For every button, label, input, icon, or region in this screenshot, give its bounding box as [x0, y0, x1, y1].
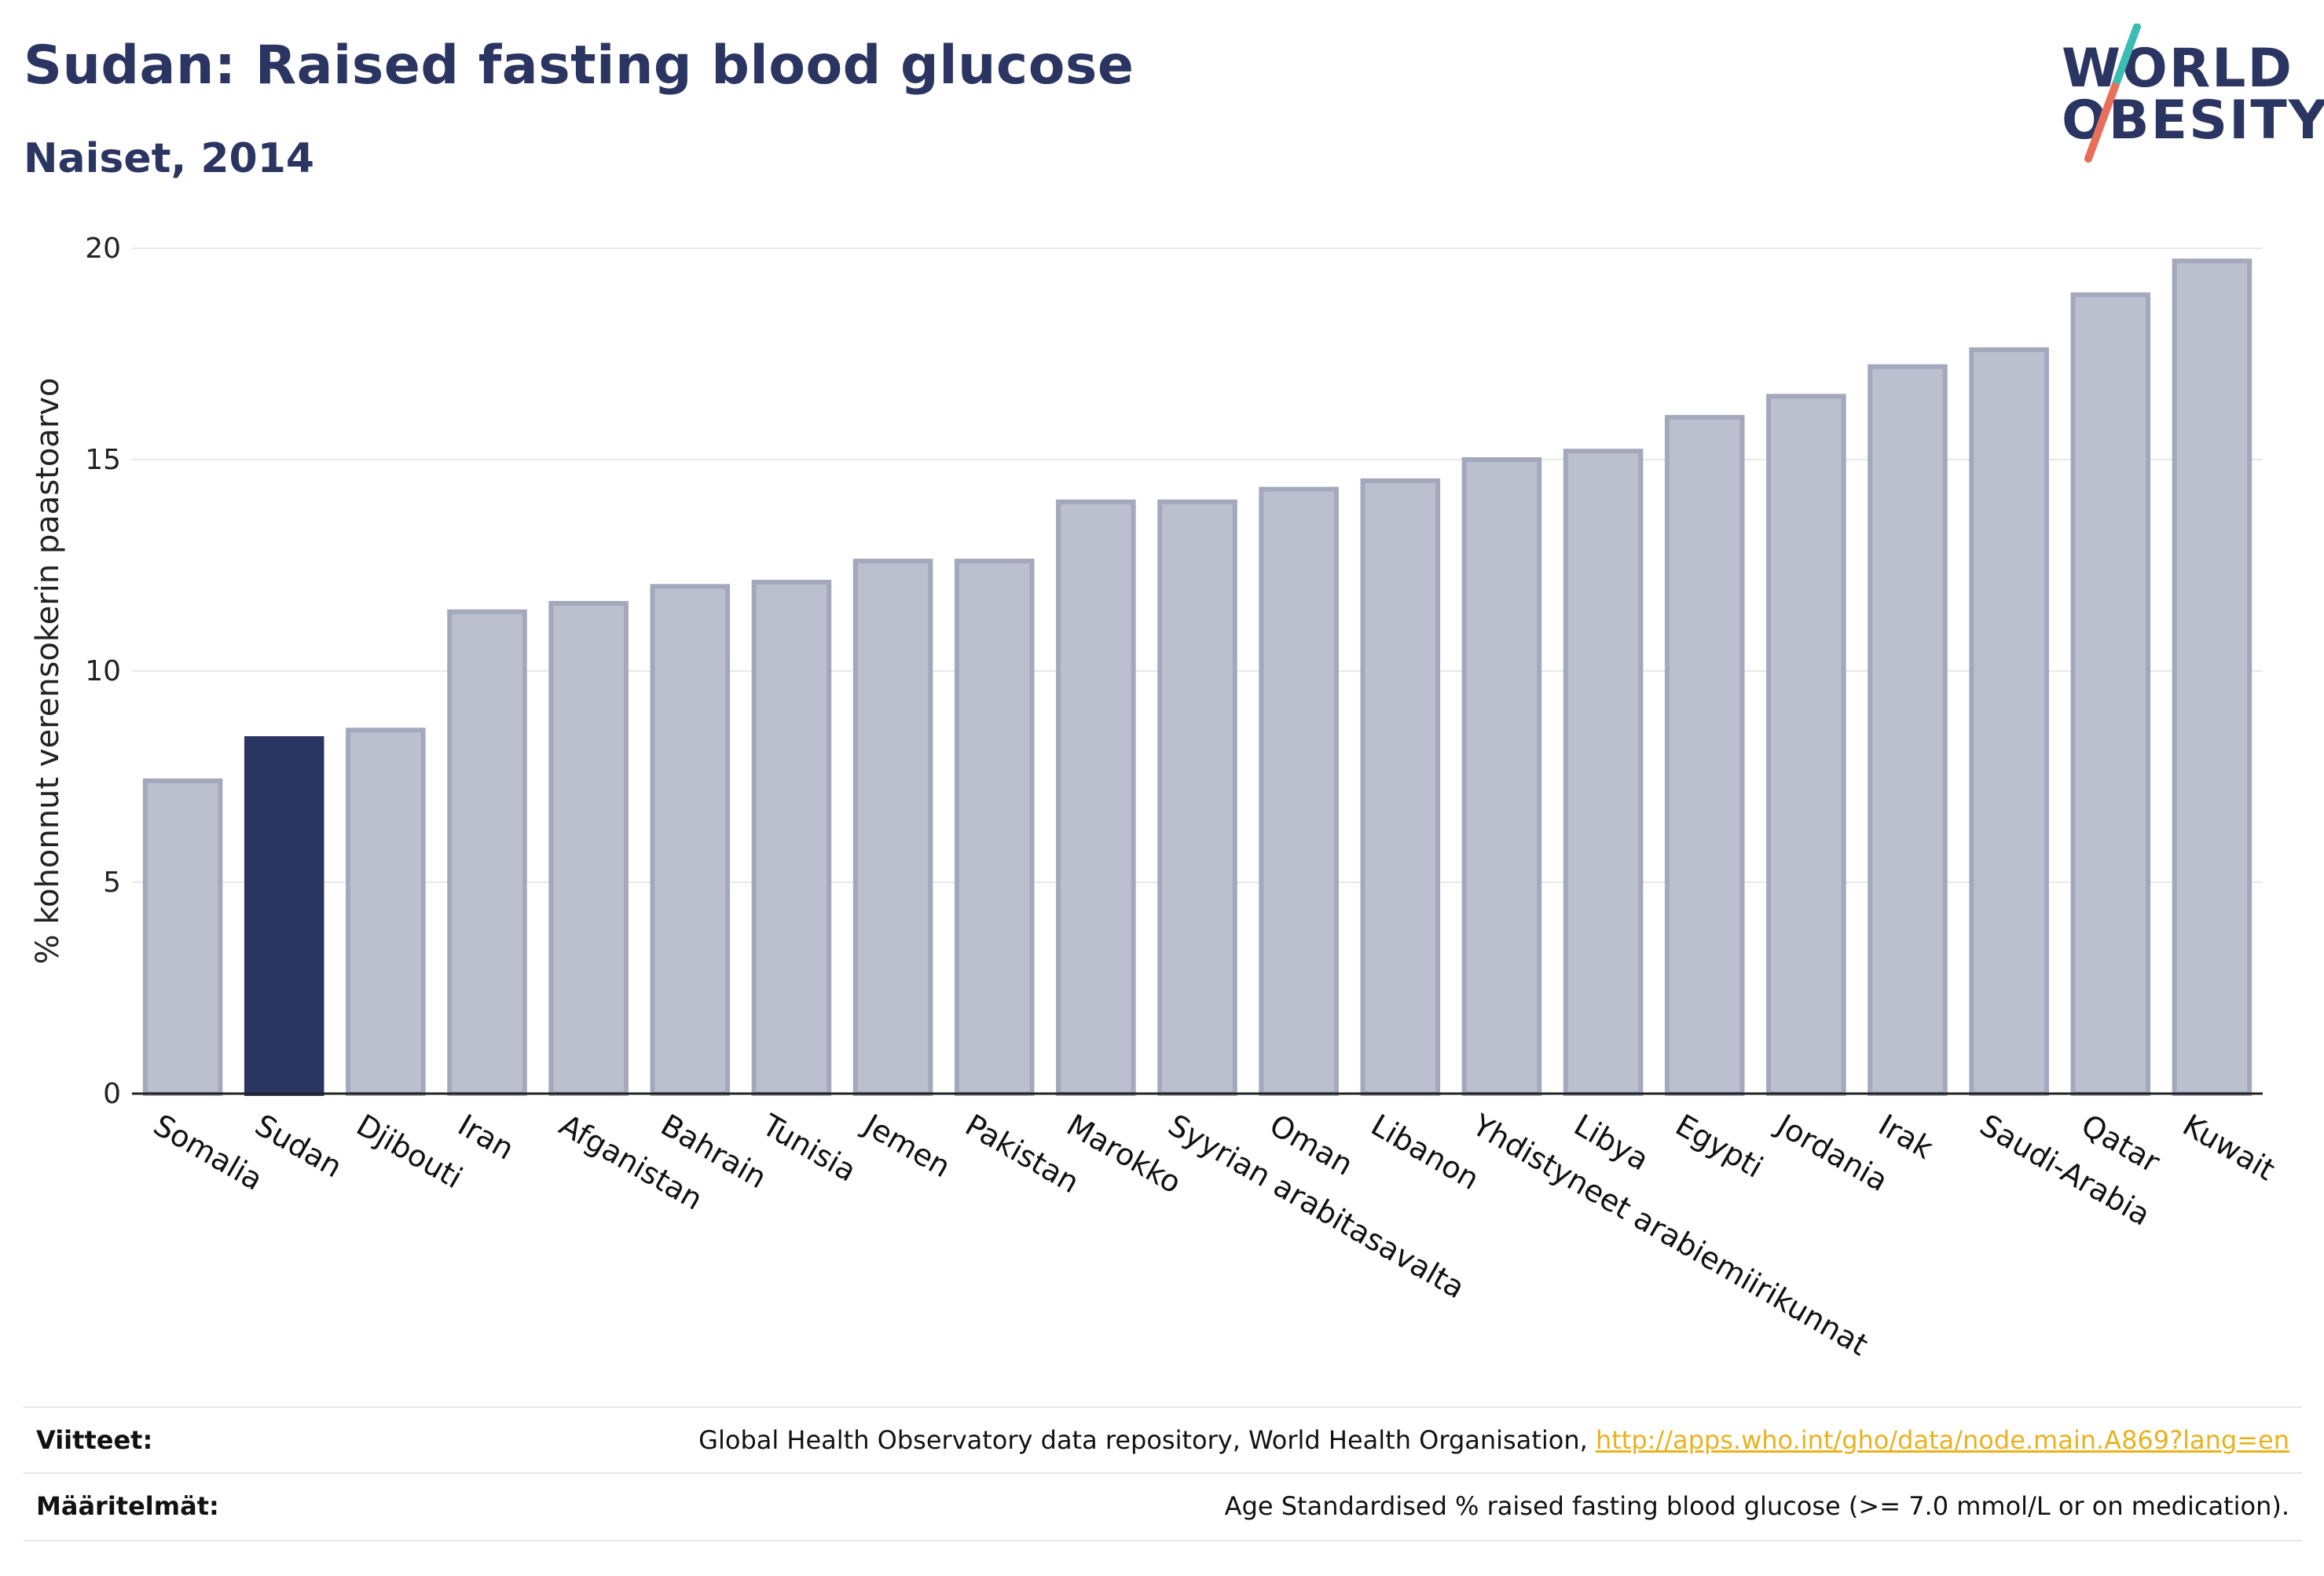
bar-kuwait: [2172, 258, 2253, 1096]
bar-sudan: [244, 736, 324, 1097]
x-tick-label: Tunisia: [756, 1107, 862, 1189]
x-tick-label: Libanon: [1365, 1108, 1485, 1197]
bar-saudi-arabia: [1969, 347, 2049, 1096]
y-axis-title: % kohonnut verensokerin paastoarvo: [30, 378, 66, 965]
footer-sources-row: Viitteet: Global Health Observatory data…: [24, 1406, 2302, 1472]
y-tick-label: 15: [85, 444, 121, 476]
logo-line1: WORLD: [2062, 38, 2293, 100]
bar-libanon: [1360, 478, 1441, 1096]
bar-jordania: [1766, 394, 1846, 1096]
x-tick-label: Egypti: [1670, 1108, 1769, 1185]
bar-egypti: [1664, 415, 1745, 1096]
bars: [142, 258, 2253, 1097]
sources-value: Global Health Observatory data repositor…: [698, 1425, 2289, 1455]
bar-syyrian-arabitasavalta: [1157, 499, 1237, 1096]
bar-qatar: [2070, 292, 2151, 1096]
bar-yhdistyneet-arabiemiirikunnat: [1461, 457, 1542, 1096]
y-tick-label: 10: [85, 655, 121, 687]
logo-slash-icon: [2084, 24, 2141, 163]
bar-libya: [1563, 449, 1644, 1096]
bar-iran: [447, 609, 527, 1096]
bar-bahrain: [650, 584, 731, 1096]
y-tick-labels: 0 5 10 15 20: [85, 233, 121, 1110]
x-tick-label: Djibouti: [350, 1108, 468, 1196]
y-tick-label: 20: [85, 233, 121, 265]
bar-somalia: [142, 778, 223, 1096]
x-tick-label: Jordania: [1770, 1107, 1894, 1198]
y-tick-label: 5: [103, 867, 121, 899]
x-tick-label: Kuwait: [2177, 1108, 2281, 1188]
sources-text: Global Health Observatory data repositor…: [698, 1425, 1596, 1455]
bar-irak: [1868, 364, 1948, 1096]
chart-title: Sudan: Raised fasting blood glucose: [24, 35, 1135, 97]
chart-subtitle: Naiset, 2014: [24, 135, 315, 182]
x-tick-label: Somalia: [148, 1108, 269, 1197]
world-obesity-logo: WORLD OBESITY: [2051, 24, 2324, 165]
definitions-label: Määritelmät:: [36, 1491, 219, 1521]
bar-djibouti: [346, 728, 426, 1096]
x-tick-label: Irak: [1873, 1108, 1939, 1166]
bar-marokko: [1056, 499, 1136, 1096]
footer-divider: [24, 1540, 2302, 1541]
y-tick-label: 0: [103, 1078, 121, 1110]
definitions-value: Age Standardised % raised fasting blood …: [1224, 1491, 2289, 1521]
bar-tunisia: [751, 580, 832, 1096]
sources-label: Viitteet:: [36, 1425, 153, 1455]
sources-link[interactable]: http://apps.who.int/gho/data/node.main.A…: [1595, 1425, 2289, 1455]
bar-oman: [1259, 486, 1339, 1096]
x-tick-label: Iran: [453, 1108, 520, 1167]
x-tick-label: Pakistan: [959, 1108, 1085, 1200]
x-tick-label: Saudi-Arabia: [1974, 1108, 2157, 1233]
bar-jemen: [852, 559, 933, 1096]
x-tick-label: Marokko: [1061, 1108, 1187, 1200]
footer-definitions-row: Määritelmät: Age Standardised % raised f…: [24, 1472, 2302, 1538]
x-tick-label: Jemen: [856, 1107, 956, 1185]
bar-pakistan: [954, 559, 1035, 1096]
bar-afganistan: [548, 600, 629, 1096]
